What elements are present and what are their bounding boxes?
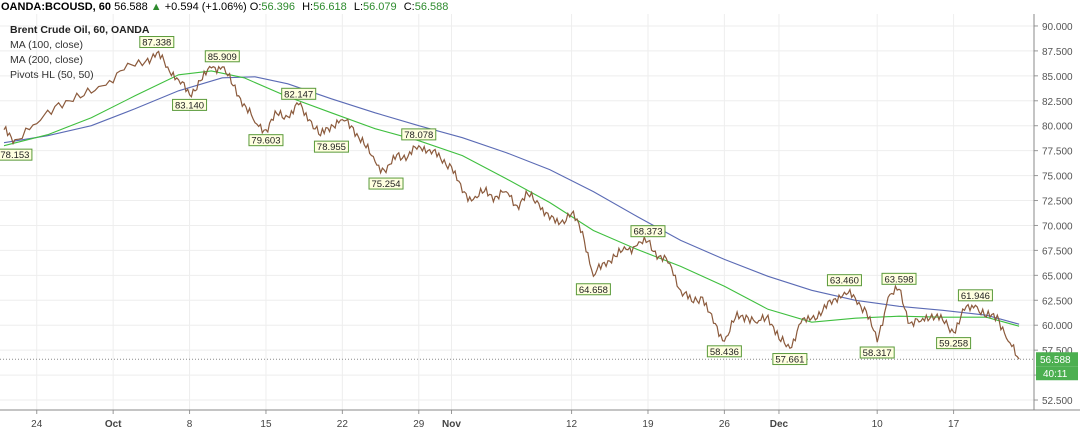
y-tick-label: 70.000 (1042, 221, 1073, 232)
x-tick-label: 12 (566, 419, 578, 430)
close-label: C: (403, 1, 415, 13)
pivot-box (172, 98, 208, 111)
pivot-label: 83.140 (175, 100, 204, 111)
pivot-box (630, 225, 666, 238)
pivot-box (706, 345, 742, 358)
pivot-box (0, 148, 33, 161)
x-tick-label: 24 (31, 419, 43, 430)
y-tick-label: 87.500 (1042, 47, 1073, 58)
x-tick-label: 29 (413, 419, 425, 430)
pivot-label: 75.254 (371, 179, 400, 190)
pivot-box (401, 128, 437, 141)
open-label: O: (249, 1, 262, 13)
y-tick-label: 60.000 (1042, 321, 1073, 332)
y-tick-label: 72.500 (1042, 197, 1073, 208)
pivot-box (957, 289, 993, 302)
low-value: 56.079 (363, 1, 397, 13)
pivot-label: 68.373 (633, 227, 662, 238)
y-tick-label: 67.500 (1042, 246, 1073, 257)
pivot-label: 64.658 (579, 285, 608, 296)
pivot-box (204, 50, 240, 63)
x-tick-label: 8 (187, 419, 193, 430)
pivot-label: 79.603 (251, 136, 280, 147)
price-change: +0.594 (+1.06%) (164, 1, 247, 13)
ma100-line (3, 70, 1020, 327)
legend-pivots[interactable]: Pivots HL (50, 50) (10, 69, 94, 81)
pivot-label: 58.317 (863, 348, 892, 359)
price-series-line (3, 50, 1020, 360)
pivot-box (881, 272, 917, 285)
legend-title[interactable]: Brent Crude Oil, 60, OANDA (10, 24, 150, 36)
pivot-label: 82.147 (284, 89, 313, 100)
legend-ma100[interactable]: MA (100, close) (10, 39, 83, 51)
pivot-box (139, 36, 175, 49)
pivot-label: 78.153 (0, 150, 29, 161)
low-label: L: (353, 1, 364, 13)
x-tick-label: Dec (770, 419, 789, 430)
countdown-label: 40:11 (1043, 369, 1068, 380)
y-tick-label: 52.500 (1042, 396, 1073, 407)
x-tick-label: 15 (260, 419, 272, 430)
symbol-name[interactable]: OANDA:BCOUSD, 60 (1, 1, 112, 13)
x-tick-label: 17 (948, 419, 960, 430)
pivot-box (936, 337, 972, 350)
pivot-label: 57.661 (775, 355, 804, 366)
y-tick-label: 57.500 (1042, 346, 1073, 357)
x-tick-label: 22 (337, 419, 349, 430)
y-tick-label: 80.000 (1042, 122, 1073, 133)
legend-ma200[interactable]: MA (200, close) (10, 54, 83, 66)
change-up-arrow-icon: ▲ (150, 1, 162, 13)
last-price-label: 56.588 (1040, 355, 1071, 366)
pivot-box (248, 134, 284, 147)
pivot-box (281, 87, 317, 100)
y-tick-label: 65.000 (1042, 271, 1073, 282)
y-tick-label: 82.500 (1042, 97, 1073, 108)
pivot-box (772, 353, 808, 366)
pivot-box (313, 140, 349, 153)
symbol-header: OANDA:BCOUSD, 60 56.588 ▲ +0.594 (+1.06%… (0, 0, 1080, 14)
high-label: H: (302, 1, 314, 13)
y-tick-label: 90.000 (1042, 22, 1073, 33)
pivot-label: 59.258 (939, 339, 968, 350)
pivot-box (859, 346, 895, 359)
pivot-label: 63.460 (830, 276, 859, 287)
pivot-label: 58.436 (710, 347, 739, 358)
y-tick-label: 62.500 (1042, 296, 1073, 307)
pivot-label: 85.909 (208, 52, 237, 63)
pivot-label: 78.955 (317, 142, 346, 153)
x-tick-label: 10 (872, 419, 884, 430)
x-tick-label: 26 (719, 419, 731, 430)
x-tick-label: Nov (442, 419, 461, 430)
pivot-label: 78.078 (404, 130, 433, 141)
high-value: 56.618 (313, 1, 347, 13)
pivot-label: 63.598 (884, 274, 913, 285)
close-value: 56.588 (414, 1, 449, 13)
y-tick-label: 75.000 (1042, 172, 1073, 183)
last-price: 56.588 (114, 1, 148, 13)
pivot-label: 61.946 (961, 291, 990, 302)
countdown-badge (1036, 366, 1078, 381)
x-tick-label: 19 (642, 419, 654, 430)
last-price-badge (1036, 352, 1078, 367)
pivot-label: 87.338 (142, 38, 171, 49)
y-tick-label: 85.000 (1042, 72, 1073, 83)
open-value: 56.396 (261, 1, 296, 13)
pivot-box (368, 177, 404, 190)
pivot-box (826, 274, 862, 287)
y-tick-label: 77.500 (1042, 147, 1073, 158)
x-tick-label: Oct (105, 419, 122, 430)
pivot-box (575, 283, 611, 296)
